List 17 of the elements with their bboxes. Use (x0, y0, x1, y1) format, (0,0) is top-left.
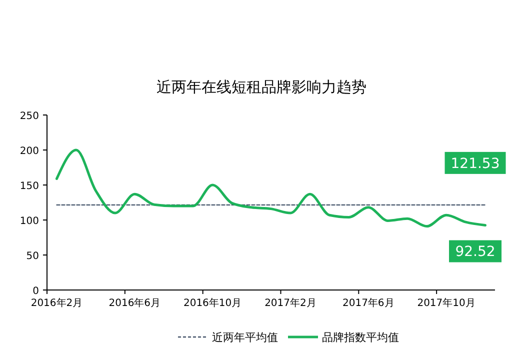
annotation: 121.53 (450, 156, 500, 172)
x-tick-label: 2016年2月 (30, 297, 83, 309)
x-tick-label: 2017年6月 (342, 297, 394, 309)
x-tick-label: 2017年10月 (417, 297, 476, 309)
y-tick-label: 0 (32, 286, 39, 297)
legend-label: 近两年平均值 (212, 331, 278, 344)
y-tick-label: 200 (20, 146, 39, 157)
x-tick-label: 2017年2月 (264, 297, 316, 309)
y-tick-label: 50 (26, 251, 39, 262)
y-tick-label: 150 (20, 181, 39, 192)
x-tick-label: 2016年6月 (108, 297, 161, 309)
chart-title: 近两年在线短租品牌影响力趋势 (156, 78, 366, 96)
x-tick-label: 2016年10月 (183, 297, 242, 309)
y-tick-label: 250 (20, 111, 39, 122)
legend-label: 品牌指数平均值 (322, 331, 399, 344)
annotation: 92.52 (455, 244, 496, 260)
y-tick-label: 100 (20, 216, 39, 227)
